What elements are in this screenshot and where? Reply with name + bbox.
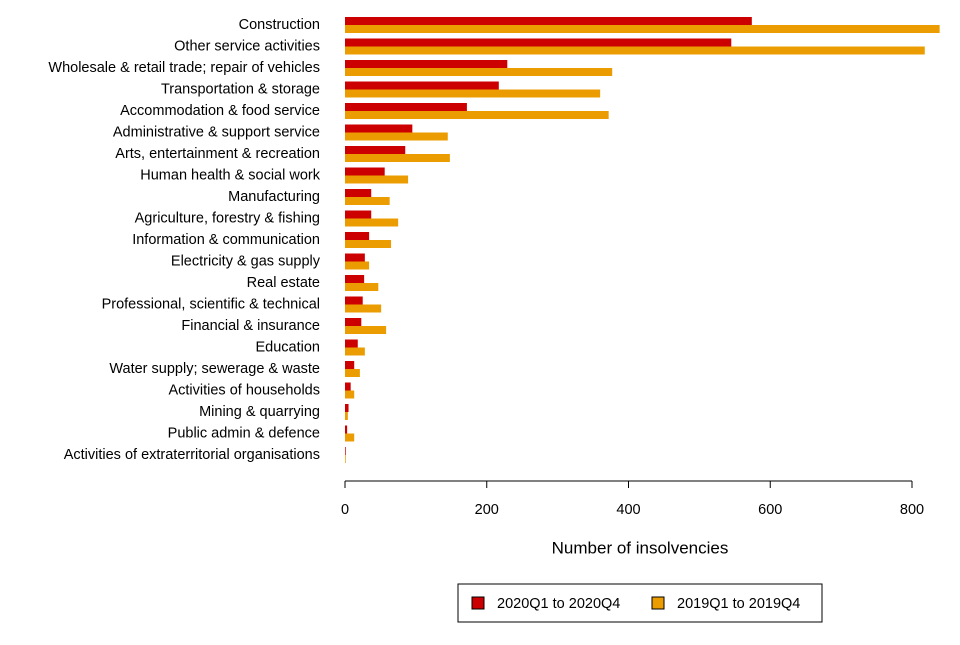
x-axis-title: Number of insolvencies bbox=[552, 538, 729, 557]
legend-label: 2019Q1 to 2019Q4 bbox=[677, 596, 800, 612]
bar bbox=[345, 347, 365, 356]
bar bbox=[345, 218, 399, 227]
x-tick-label: 0 bbox=[341, 502, 349, 518]
y-tick-label: Accommodation & food service bbox=[120, 103, 320, 119]
bar bbox=[345, 447, 346, 455]
bar bbox=[345, 318, 362, 326]
bar bbox=[345, 132, 448, 141]
bar bbox=[345, 154, 450, 162]
bar bbox=[345, 283, 379, 291]
y-tick-label: Public admin & defence bbox=[168, 425, 320, 441]
bar bbox=[345, 412, 348, 420]
legend-swatch bbox=[471, 596, 485, 610]
bar bbox=[345, 81, 499, 90]
y-tick-label: Manufacturing bbox=[228, 189, 320, 205]
x-tick-label: 200 bbox=[475, 502, 499, 518]
x-tick-label: 600 bbox=[758, 502, 782, 518]
legend-box bbox=[457, 583, 823, 623]
y-tick-label: Human health & social work bbox=[140, 167, 320, 183]
y-tick-label: Wholesale & retail trade; repair of vehi… bbox=[48, 60, 320, 76]
bar bbox=[345, 175, 409, 184]
bar bbox=[345, 425, 348, 434]
bar bbox=[345, 197, 390, 205]
y-tick-label: Construction bbox=[239, 17, 320, 33]
bar bbox=[345, 296, 363, 305]
bar bbox=[345, 253, 365, 262]
bar bbox=[345, 60, 508, 68]
y-tick-label: Other service activities bbox=[174, 38, 320, 54]
bar bbox=[345, 455, 346, 463]
bar bbox=[345, 146, 406, 154]
y-tick-label: Electricity & gas supply bbox=[171, 253, 321, 269]
bar bbox=[345, 404, 349, 412]
y-tick-label: Water supply; sewerage & waste bbox=[109, 361, 320, 377]
bar bbox=[345, 304, 382, 313]
y-tick-label: Real estate bbox=[247, 275, 320, 291]
bar bbox=[345, 111, 609, 119]
y-tick-label: Activities of extraterritorial organisat… bbox=[64, 447, 320, 463]
y-tick-label: Arts, entertainment & recreation bbox=[115, 146, 320, 162]
legend-swatch bbox=[651, 596, 665, 610]
y-tick-label: Information & communication bbox=[132, 232, 320, 248]
x-tick-label: 400 bbox=[616, 502, 640, 518]
bar bbox=[345, 275, 365, 283]
bar bbox=[345, 339, 358, 348]
bar bbox=[345, 433, 355, 442]
bar bbox=[345, 361, 355, 369]
bar bbox=[345, 124, 413, 133]
bar bbox=[345, 326, 387, 334]
bar bbox=[345, 68, 613, 76]
bar bbox=[345, 46, 925, 55]
y-tick-label: Mining & quarrying bbox=[199, 404, 320, 420]
y-tick-label: Agriculture, forestry & fishing bbox=[135, 210, 320, 226]
bar bbox=[345, 390, 355, 399]
y-tick-label: Professional, scientific & technical bbox=[102, 296, 320, 312]
bar bbox=[345, 189, 372, 197]
bar bbox=[345, 261, 370, 270]
bar bbox=[345, 38, 732, 47]
y-tick-label: Activities of households bbox=[168, 382, 320, 398]
y-tick-label: Education bbox=[256, 339, 321, 355]
x-tick-label: 800 bbox=[900, 502, 924, 518]
bar bbox=[345, 25, 940, 33]
y-tick-label: Financial & insurance bbox=[181, 318, 320, 334]
bar bbox=[345, 240, 392, 248]
bar bbox=[345, 103, 467, 111]
bar bbox=[345, 369, 360, 377]
y-tick-label: Transportation & storage bbox=[161, 81, 320, 97]
y-tick-label: Administrative & support service bbox=[113, 124, 320, 140]
bar bbox=[345, 232, 370, 240]
legend-label: 2020Q1 to 2020Q4 bbox=[497, 596, 620, 612]
bar bbox=[345, 89, 601, 98]
bar bbox=[345, 167, 385, 176]
bar bbox=[345, 210, 372, 219]
bar bbox=[345, 382, 351, 391]
bar bbox=[345, 17, 752, 25]
